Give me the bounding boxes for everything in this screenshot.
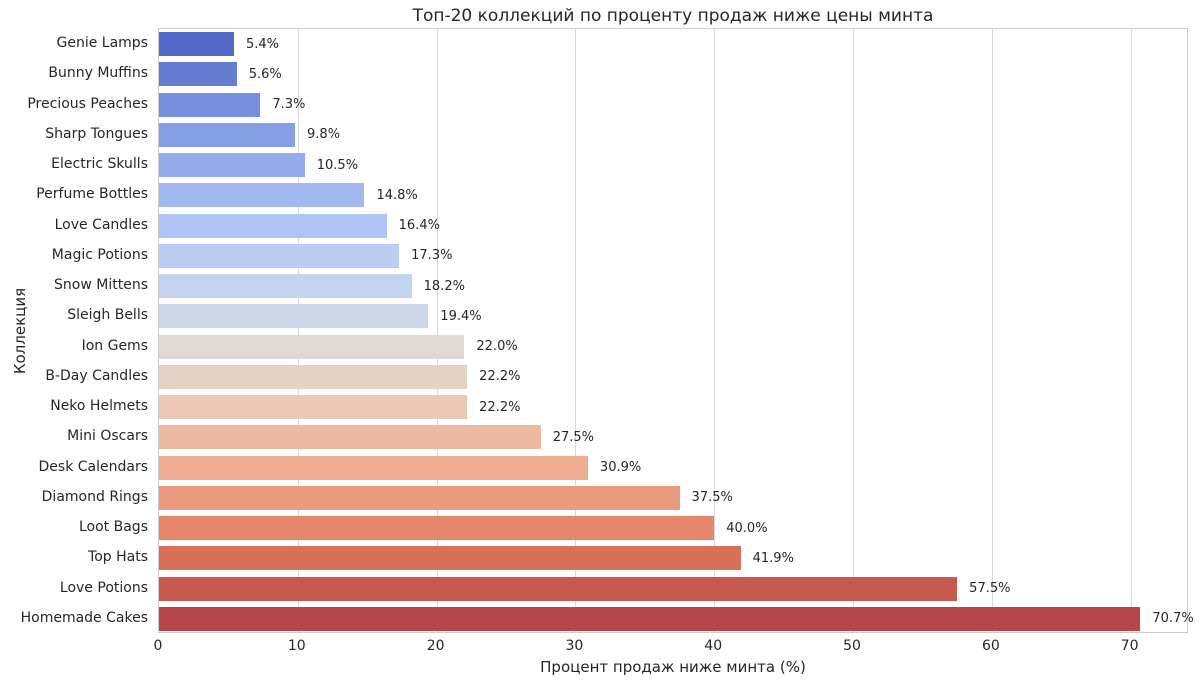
category-label: Desk Calendars	[38, 458, 149, 475]
bar	[159, 395, 468, 420]
bar-value-label: 37.5%	[691, 490, 733, 506]
bar-value-label: 19.4%	[440, 308, 482, 324]
x-tick-label: 10	[287, 638, 306, 654]
bar-value-label: 5.4%	[245, 36, 279, 52]
bar-value-label: 41.9%	[752, 550, 794, 566]
gridline	[1130, 29, 1132, 632]
category-label: Neko Helmets	[50, 398, 148, 415]
bar	[159, 183, 365, 208]
bar	[159, 274, 412, 299]
bar	[159, 32, 234, 57]
category-label: Sharp Tongues	[45, 125, 148, 142]
gridline	[991, 29, 993, 632]
category-label: Genie Lamps	[56, 35, 149, 52]
bar	[159, 606, 1141, 631]
category-label: Ion Gems	[81, 337, 148, 354]
x-tick-label: 50	[843, 638, 861, 654]
gridline	[297, 29, 299, 632]
bar-value-label: 16.4%	[398, 218, 440, 234]
bar-value-label: 9.8%	[307, 127, 341, 143]
gridline	[714, 29, 716, 632]
bar	[159, 92, 261, 117]
plot-area: 5.4% 5.6% 7.3% 9.8% 10.5% 14.8% 16.4% 17.3% 18.2…	[158, 28, 1194, 633]
x-tick-label: 60	[981, 638, 1000, 654]
bar	[159, 304, 429, 329]
bar	[159, 485, 680, 510]
category-label: Homemade Cakes	[20, 609, 148, 626]
category-label: Mini Oscars	[67, 428, 148, 445]
bar-value-label: 27.5%	[552, 429, 595, 445]
gridline	[853, 29, 855, 632]
bar	[159, 334, 465, 359]
x-axis-label: Процент продаж ниже минта (%)	[540, 658, 806, 676]
category-label: Diamond Rings	[41, 488, 148, 505]
bar-value-label: 57.5%	[969, 581, 1011, 597]
bar-value-label: 18.2%	[423, 278, 465, 294]
bar-value-label: 70.7%	[1152, 611, 1194, 627]
bar-value-label: 22.2%	[479, 369, 521, 385]
bar-value-label: 10.5%	[316, 157, 359, 173]
bar-value-label: 7.3%	[272, 97, 306, 113]
category-label: Top Hats	[88, 549, 148, 566]
x-tick-label: 40	[704, 638, 723, 654]
category-label: Electric Skulls	[51, 156, 148, 173]
category-label: Magic Potions	[51, 246, 148, 263]
bar	[159, 364, 468, 389]
x-tick-label: 0	[153, 638, 163, 654]
gridline	[436, 29, 438, 632]
bar	[159, 425, 541, 450]
bar-value-label: 40.0%	[726, 520, 768, 536]
bar	[159, 122, 296, 147]
bar-value-label: 22.0%	[476, 339, 518, 355]
bar-value-label: 14.8%	[376, 187, 418, 203]
category-label: Bunny Muffins	[48, 65, 148, 82]
gridline	[575, 29, 577, 632]
chart-title: Топ-20 коллекций по проценту продаж ниже…	[412, 6, 934, 26]
category-label: Snow Mittens	[54, 277, 148, 294]
bar	[159, 455, 588, 480]
category-label: Love Potions	[59, 579, 148, 596]
category-label: Loot Bags	[79, 519, 148, 536]
bar	[159, 243, 400, 268]
bar-value-label: 30.9%	[599, 460, 642, 476]
bar-value-label: 5.6%	[248, 66, 282, 82]
bar	[159, 576, 958, 601]
bar	[159, 516, 715, 541]
category-label: Perfume Bottles	[36, 186, 148, 203]
bar	[159, 213, 387, 238]
category-label: Love Candles	[54, 216, 148, 233]
bar-value-label: 22.2%	[479, 399, 521, 415]
bar	[159, 546, 741, 571]
bar	[159, 62, 237, 87]
category-label: B-Day Candles	[45, 367, 148, 384]
category-label: Sleigh Bells	[67, 307, 148, 324]
bar-value-label: 17.3%	[411, 248, 453, 264]
bar	[159, 153, 305, 178]
x-tick-label: 70	[1120, 638, 1139, 654]
x-tick-label: 30	[565, 638, 584, 654]
x-tick-label: 20	[426, 638, 445, 654]
category-label: Precious Peaches	[27, 95, 148, 112]
